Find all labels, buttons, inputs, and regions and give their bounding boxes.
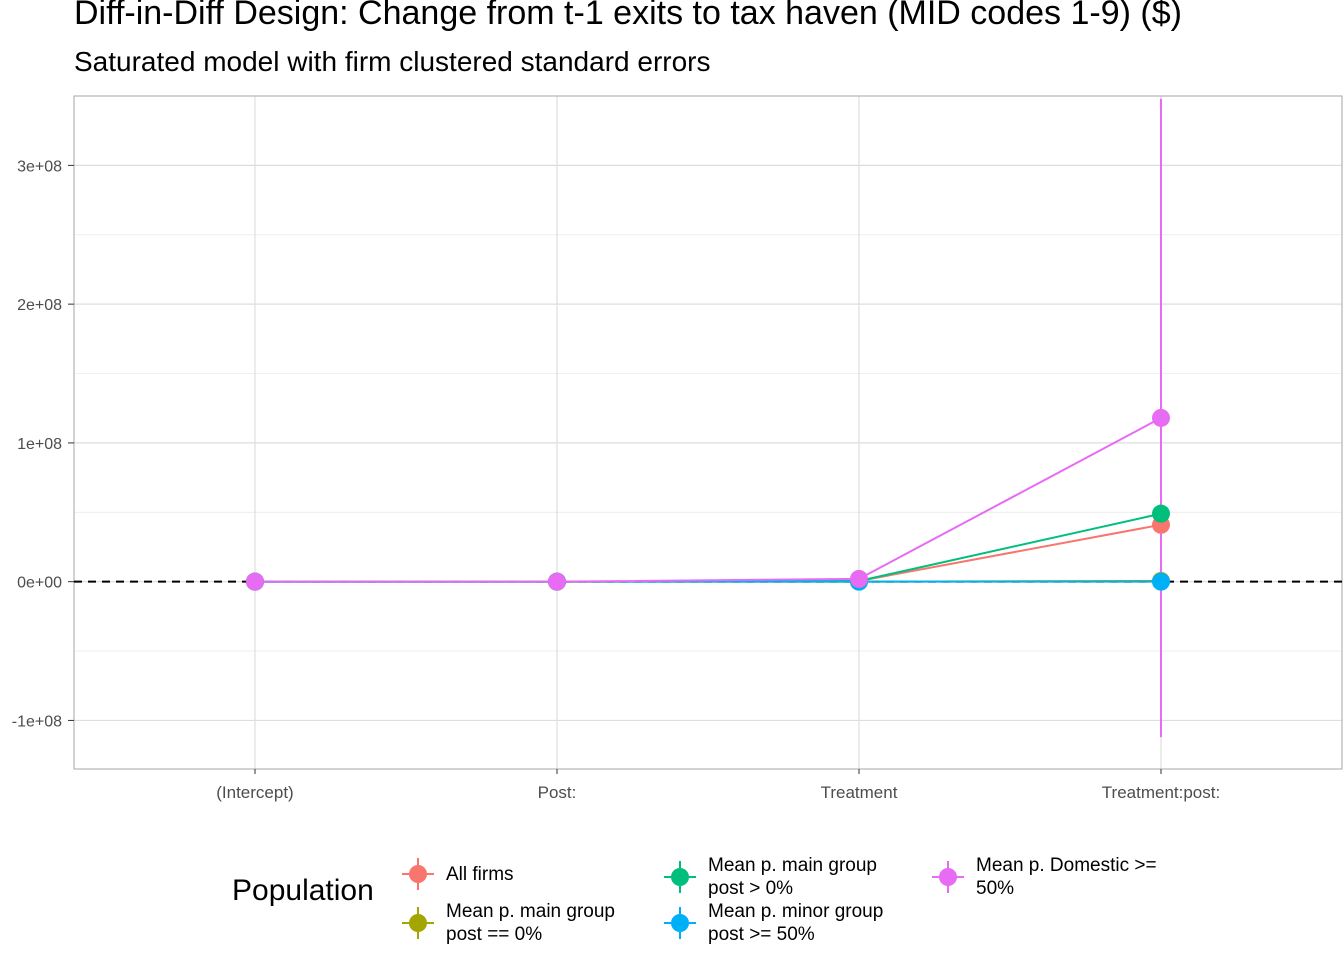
y-tick-label: -1e+08 (12, 713, 62, 730)
legend-item: Mean p. Domestic >= 50% (928, 854, 1186, 900)
legend: Population All firms Mean p. main group p… (232, 848, 1232, 948)
legend-item: Mean p. main group post > 0% (660, 854, 918, 900)
x-tick-label: (Intercept) (216, 783, 293, 802)
data-point (1152, 572, 1170, 591)
legend-key-icon (932, 861, 964, 893)
legend-label: Mean p. main group post == 0% (446, 901, 615, 945)
chart-title: Diff-in-Diff Design: Change from t-1 exi… (74, 0, 1182, 32)
data-point (1152, 408, 1170, 427)
legend-item: Mean p. minor group post >= 50% (660, 900, 918, 946)
legend-label: Mean p. Domestic >= 50% (976, 855, 1157, 899)
y-axis-ticks: -1e+08 0e+00 1e+08 2e+08 3e+08 (12, 158, 74, 730)
x-tick-label: Treatment:post: (1102, 783, 1220, 802)
data-point (1152, 504, 1170, 523)
data-point (246, 572, 264, 591)
legend-label: All firms (446, 863, 514, 885)
error-bars (858, 98, 1162, 738)
legend-item: Mean p. main group post == 0% (398, 900, 656, 946)
series-line (255, 417, 1162, 583)
y-tick-label: 3e+08 (17, 158, 62, 175)
y-tick-label: 2e+08 (17, 297, 62, 314)
y-tick-label: 0e+00 (17, 575, 62, 592)
data-point (850, 569, 868, 588)
legend-key-icon (402, 858, 434, 890)
legend-label: Mean p. minor group post >= 50% (708, 901, 884, 945)
plot-area: -1e+08 0e+00 1e+08 2e+08 3e+08 (Intercept) Po… (12, 95, 1343, 802)
legend-key-icon (664, 861, 696, 893)
legend-item: All firms (398, 854, 656, 894)
data-point (548, 572, 566, 591)
y-tick-label: 1e+08 (17, 436, 62, 453)
grid-lines (74, 96, 1342, 769)
x-tick-label: Treatment (821, 783, 898, 802)
series-lines (255, 417, 1162, 583)
x-axis-ticks: (Intercept) Post: Treatment Treatment:post: (216, 769, 1220, 802)
chart-subtitle: Saturated model with firm clustered stan… (74, 46, 711, 77)
panel-border (73, 95, 1343, 770)
series-line (255, 523, 1162, 583)
legend-key-icon (402, 907, 434, 939)
legend-title: Population (232, 874, 374, 907)
data-points (246, 408, 1170, 591)
legend-label: Mean p. main group post > 0% (708, 855, 877, 899)
legend-key-icon (664, 907, 696, 939)
series-line (255, 512, 1162, 583)
x-tick-label: Post: (538, 783, 577, 802)
